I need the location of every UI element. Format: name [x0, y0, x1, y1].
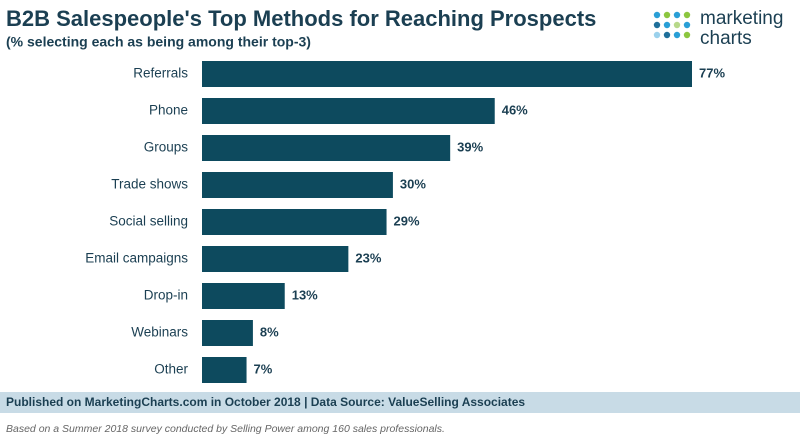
value-label: 13% [292, 287, 318, 302]
value-label: 23% [355, 250, 381, 265]
category-label: Trade shows [111, 177, 188, 192]
category-label: Drop-in [144, 288, 188, 303]
chart-subtitle: (% selecting each as being among their t… [6, 34, 311, 50]
logo-dot [683, 11, 691, 19]
logo-dot [663, 21, 671, 29]
logo-text: marketing [700, 8, 783, 29]
bar [202, 61, 692, 87]
logo-dot [653, 31, 661, 39]
logo-dot [673, 11, 681, 19]
value-label: 7% [254, 361, 273, 376]
bar [202, 320, 253, 346]
bar [202, 98, 495, 124]
category-label: Referrals [133, 66, 188, 81]
logo-text: charts [700, 28, 752, 49]
category-label: Other [154, 362, 188, 377]
category-label: Social selling [109, 214, 188, 229]
logo-dot [653, 11, 661, 19]
chart-title: B2B Salespeople's Top Methods for Reachi… [6, 6, 596, 31]
logo-mark [653, 11, 691, 39]
bar [202, 357, 247, 383]
bar [202, 172, 393, 198]
value-label: 39% [457, 139, 483, 154]
note-text: Based on a Summer 2018 survey conducted … [6, 423, 445, 435]
logo-dot [673, 21, 681, 29]
bar [202, 246, 349, 272]
logo-dot [663, 11, 671, 19]
source-text: Published on MarketingCharts.com in Octo… [6, 395, 525, 409]
value-label: 77% [699, 65, 725, 80]
bar [202, 209, 387, 235]
value-label: 46% [502, 102, 528, 117]
source-band [0, 392, 800, 413]
value-label: 29% [394, 213, 420, 228]
value-label: 30% [400, 176, 426, 191]
value-label: 8% [260, 324, 279, 339]
logo-dot [683, 21, 691, 29]
category-label: Phone [149, 103, 188, 118]
logo-dot [673, 31, 681, 39]
logo-dot [683, 31, 691, 39]
category-label: Webinars [131, 325, 188, 340]
logo-dot [653, 21, 661, 29]
bar [202, 283, 285, 309]
bar [202, 135, 451, 161]
category-label: Email campaigns [85, 251, 188, 266]
logo-dot [663, 31, 671, 39]
category-label: Groups [144, 140, 189, 155]
